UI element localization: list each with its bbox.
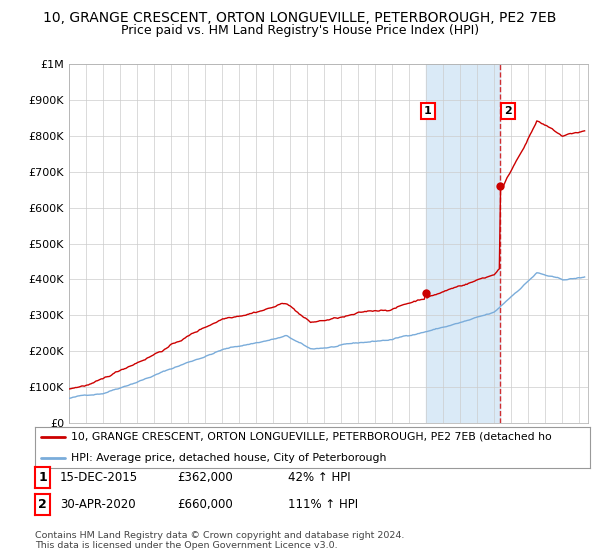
Text: 30-APR-2020: 30-APR-2020 (60, 498, 136, 511)
Text: 111% ↑ HPI: 111% ↑ HPI (288, 498, 358, 511)
Text: 2: 2 (38, 498, 47, 511)
Text: 15-DEC-2015: 15-DEC-2015 (60, 471, 138, 484)
Text: £362,000: £362,000 (177, 471, 233, 484)
Bar (425, 64, 500, 423)
Text: £660,000: £660,000 (177, 498, 233, 511)
Text: HPI: Average price, detached house, City of Peterborough: HPI: Average price, detached house, City… (71, 452, 386, 463)
Text: 1: 1 (38, 471, 47, 484)
Text: 10, GRANGE CRESCENT, ORTON LONGUEVILLE, PETERBOROUGH, PE2 7EB: 10, GRANGE CRESCENT, ORTON LONGUEVILLE, … (43, 11, 557, 25)
Text: 2: 2 (504, 106, 512, 116)
Text: Price paid vs. HM Land Registry's House Price Index (HPI): Price paid vs. HM Land Registry's House … (121, 24, 479, 36)
Text: 10, GRANGE CRESCENT, ORTON LONGUEVILLE, PETERBOROUGH, PE2 7EB (detached ho: 10, GRANGE CRESCENT, ORTON LONGUEVILLE, … (71, 432, 551, 441)
Text: Contains HM Land Registry data © Crown copyright and database right 2024.
This d: Contains HM Land Registry data © Crown c… (35, 531, 404, 550)
Text: 1: 1 (424, 106, 432, 116)
Text: 42% ↑ HPI: 42% ↑ HPI (288, 471, 350, 484)
